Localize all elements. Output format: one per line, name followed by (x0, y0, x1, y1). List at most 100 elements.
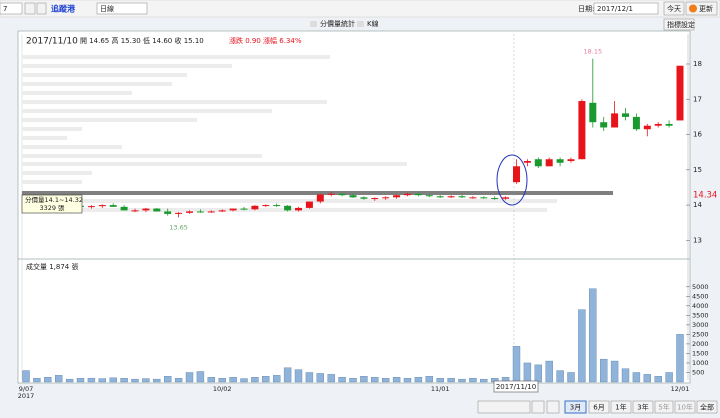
add-button[interactable] (36, 2, 47, 15)
range-label: 1年 (615, 403, 626, 412)
candle-body (98, 205, 106, 207)
candle-body (284, 205, 292, 211)
volume-bar (425, 376, 433, 383)
range-label: 全部 (700, 403, 714, 412)
x-tick-label: 12/01 (671, 385, 690, 393)
y-tick-label: 18 (693, 60, 702, 68)
candle-body (175, 212, 183, 214)
candle-body (229, 208, 237, 211)
range-button[interactable] (588, 400, 610, 414)
stock-code-box[interactable] (0, 2, 23, 15)
range-label: 5年 (658, 403, 669, 412)
candle-body (338, 193, 346, 196)
x-tick-label: 10/02 (213, 385, 232, 393)
volume-bar (567, 372, 575, 383)
volume-bar (392, 377, 401, 383)
date: 2017/12/1 (597, 5, 633, 13)
candle-body (600, 122, 608, 128)
volume-bar (610, 360, 619, 383)
indicator-button[interactable] (663, 18, 695, 31)
range-label: 10年 (677, 403, 693, 412)
volume-bar (109, 377, 117, 383)
volume-bar (600, 358, 608, 383)
range-button[interactable] (564, 400, 587, 414)
candle-body (556, 159, 564, 163)
scrollbar[interactable] (477, 400, 531, 414)
candle-body (207, 211, 215, 213)
candle-body (491, 198, 499, 200)
volume-bar (33, 377, 41, 383)
today-button[interactable] (663, 1, 685, 16)
candle-body (327, 193, 335, 195)
candle-body (153, 208, 161, 212)
date-label: 日期: (578, 5, 594, 13)
volume-bar (174, 377, 183, 383)
volume-bar (185, 372, 194, 383)
high-label: 18.15 (583, 48, 602, 56)
zoom-in[interactable] (546, 400, 560, 414)
y2-tick-label: 500 (692, 368, 704, 376)
volume-bar (262, 376, 270, 383)
zoom-out[interactable] (531, 400, 545, 414)
volume-bar (447, 377, 455, 383)
candle-body (643, 125, 651, 130)
y2-tick-label: 1500 (692, 349, 709, 357)
volume-bar (523, 362, 532, 383)
range-button[interactable] (610, 400, 632, 414)
y2-tick-label: 4000 (692, 302, 709, 310)
low-label: 13.65 (169, 223, 188, 231)
candle-body (305, 201, 313, 208)
search-button[interactable] (24, 2, 36, 15)
candle-body (316, 194, 324, 202)
period-select[interactable] (96, 2, 148, 15)
volume-bar (153, 378, 161, 383)
candle-body (632, 116, 640, 130)
candle-body (404, 193, 411, 196)
volume-bar (163, 376, 172, 383)
legend-swatch (357, 21, 364, 27)
y2-tick-label: 3500 (692, 311, 709, 319)
candle-body (611, 113, 619, 128)
candle-body (414, 193, 422, 196)
candle-body (458, 196, 466, 198)
legend-item: 分價量統計 (320, 19, 355, 28)
range-button[interactable] (696, 400, 718, 414)
volume-bar (22, 370, 30, 383)
volume-bar (131, 378, 139, 383)
candle-body (87, 206, 95, 208)
volume-bar (327, 374, 335, 383)
volume-bar (229, 377, 237, 383)
today: 今天 (667, 4, 681, 13)
volume-bar (218, 377, 226, 383)
period: 日線 (100, 4, 114, 13)
volume-bar (65, 378, 74, 383)
date-input[interactable] (593, 2, 659, 15)
candle-body (164, 211, 172, 214)
volume-profile-highlight (22, 191, 613, 195)
volume-bar (621, 368, 630, 383)
volume-bar (545, 360, 553, 383)
range-button[interactable] (632, 400, 654, 414)
candle-body (480, 197, 488, 199)
candle-body (360, 197, 368, 199)
tooltip-line: 分價量14.1~14.32 (25, 195, 83, 204)
range-label: 6月 (593, 404, 604, 412)
info-ohlc: 開 14.65 高 15.30 低 14.60 收 15.10 (80, 36, 204, 45)
candle-body (589, 102, 597, 123)
range-button[interactable] (674, 400, 696, 414)
stock-name[interactable]: 追蹤港 (51, 4, 76, 14)
candle-body (218, 210, 226, 212)
tooltip-box (21, 194, 83, 214)
y2-tick-label: 2000 (692, 340, 709, 348)
volume-bar (632, 372, 641, 383)
volume-bar (294, 369, 303, 383)
range-button[interactable] (654, 400, 674, 414)
toolbar (0, 0, 720, 18)
volume-bar (305, 372, 314, 383)
volume-bar (87, 377, 96, 383)
candle-body (186, 211, 193, 213)
volume-bar (283, 367, 292, 383)
volume-bar (403, 377, 412, 383)
y-tick-label: 14 (693, 201, 702, 209)
volume-header: 成交量 1,874 張 (26, 262, 79, 271)
